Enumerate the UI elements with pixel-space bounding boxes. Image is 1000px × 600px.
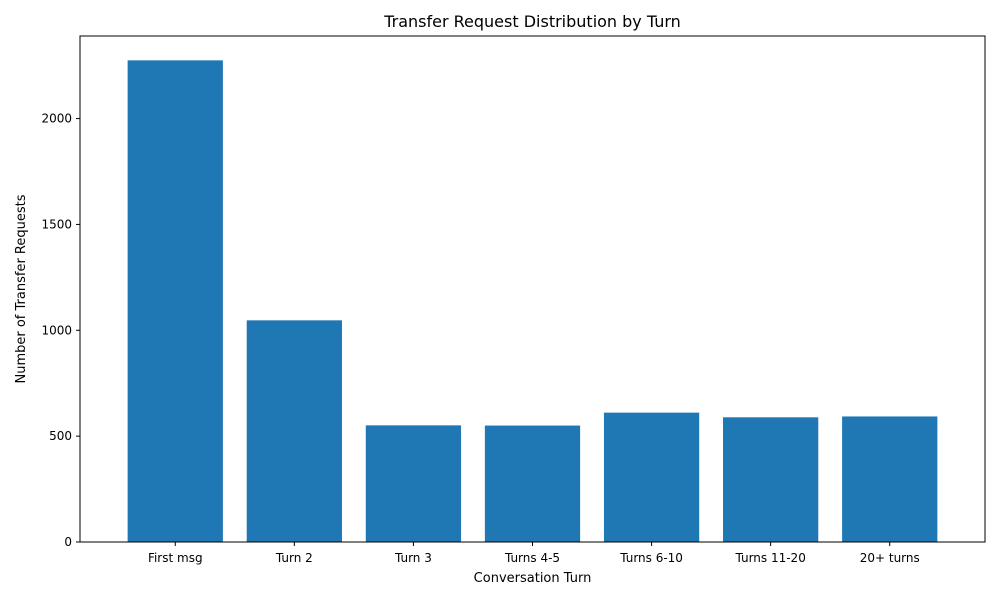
x-axis-label: Conversation Turn [474, 571, 592, 586]
bar-turn-3 [365, 425, 462, 542]
x-tick-label: Turns 4-5 [504, 551, 560, 565]
y-tick-label: 2000 [41, 112, 72, 126]
x-tick-label: Turns 6-10 [619, 551, 683, 565]
x-tick-label: Turn 2 [275, 551, 313, 565]
bar-20-turns [842, 416, 938, 542]
chart-title: Transfer Request Distribution by Turn [383, 12, 681, 31]
y-tick-label: 1500 [41, 217, 72, 231]
bar-turns-11-20 [723, 417, 819, 542]
x-tick-label: Turn 3 [394, 551, 432, 565]
bar-turns-4-5 [484, 425, 581, 542]
x-axis: First msg Turn 2 Turn 3 Turns 4-5 Turns 6-10… [148, 542, 920, 565]
bars-group [127, 60, 938, 542]
y-axis: 0 500 1000 1500 2000 [41, 112, 80, 549]
y-tick-label: 500 [49, 429, 72, 443]
bar-first-msg [127, 60, 223, 542]
x-tick-label: 20+ turns [860, 551, 920, 565]
y-tick-label: 1000 [41, 323, 72, 337]
bar-turns-6-10 [603, 412, 700, 542]
x-tick-label: First msg [148, 551, 203, 565]
plot-frame [79, 35, 986, 543]
y-tick-label: 0 [64, 535, 72, 549]
x-tick-label: Turns 11-20 [734, 551, 805, 565]
bar-turn-2 [246, 320, 342, 542]
y-axis-label: Number of Transfer Requests [14, 194, 29, 383]
